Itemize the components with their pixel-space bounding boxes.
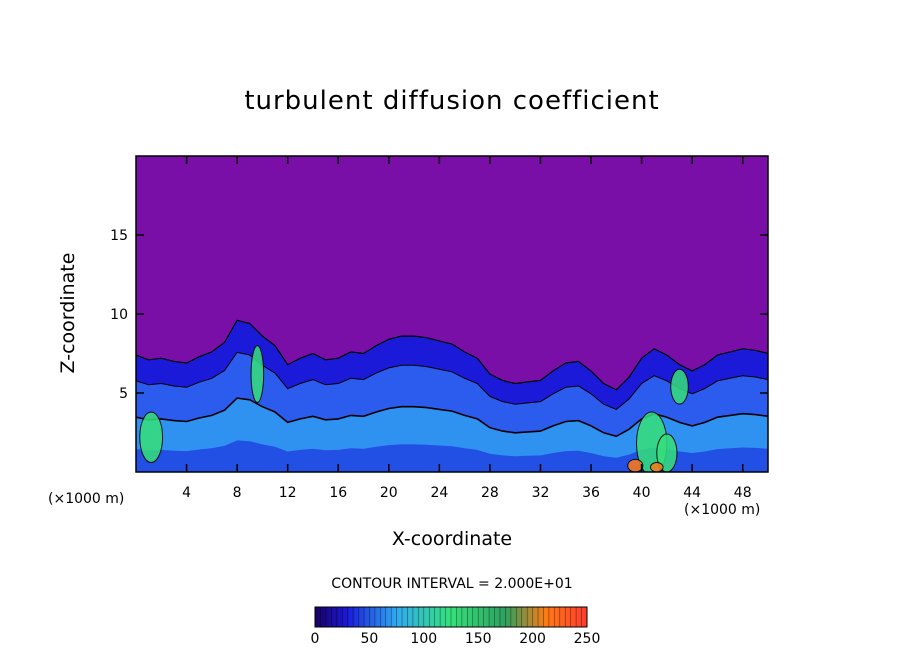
colorbar-tick-label: 150 (465, 631, 492, 647)
x-tick-label: 32 (532, 485, 550, 501)
x-tick-label: 44 (683, 485, 701, 501)
chart-title: turbulent diffusion coefficient (244, 86, 660, 116)
x-axis-unit-left: (×1000 m) (48, 491, 125, 507)
colorbar-tick-label: 0 (311, 631, 320, 647)
colorbar-tick-label: 200 (519, 631, 546, 647)
x-tick-label: 36 (582, 485, 600, 501)
contour-maximum (627, 458, 644, 472)
x-tick-label: 40 (633, 485, 651, 501)
x-tick-label: 12 (279, 485, 297, 501)
x-tick-label: 16 (329, 485, 347, 501)
y-tick-label: 5 (119, 386, 128, 402)
x-axis-unit-right: (×1000 m) (684, 502, 761, 518)
contour-maximum (250, 345, 265, 403)
colorbar-frame (314, 606, 588, 628)
y-tick-label: 10 (110, 307, 128, 323)
contour-interval-label: CONTOUR INTERVAL = 2.000E+01 (331, 576, 573, 592)
contour-maximum (139, 411, 164, 464)
x-tick-label: 4 (182, 485, 191, 501)
x-tick-label: 28 (481, 485, 499, 501)
colorbar-tick-label: 250 (574, 631, 601, 647)
contour-line (136, 397, 768, 438)
y-tick-label: 15 (110, 228, 128, 244)
x-tick-label: 20 (380, 485, 398, 501)
turbulent-layer-base (136, 440, 768, 472)
x-tick-label: 24 (430, 485, 448, 501)
contour-maximum (670, 368, 689, 405)
x-axis-label: X-coordinate (391, 528, 513, 550)
colorbar-tick-label: 50 (360, 631, 378, 647)
contour-line (136, 351, 768, 410)
contour-maximum (656, 433, 678, 472)
contour-line (136, 319, 768, 391)
colorbar-tick-label: 100 (410, 631, 437, 647)
x-tick-label: 48 (734, 485, 752, 501)
x-tick-label: 8 (233, 485, 242, 501)
contour-maximum (649, 462, 664, 472)
